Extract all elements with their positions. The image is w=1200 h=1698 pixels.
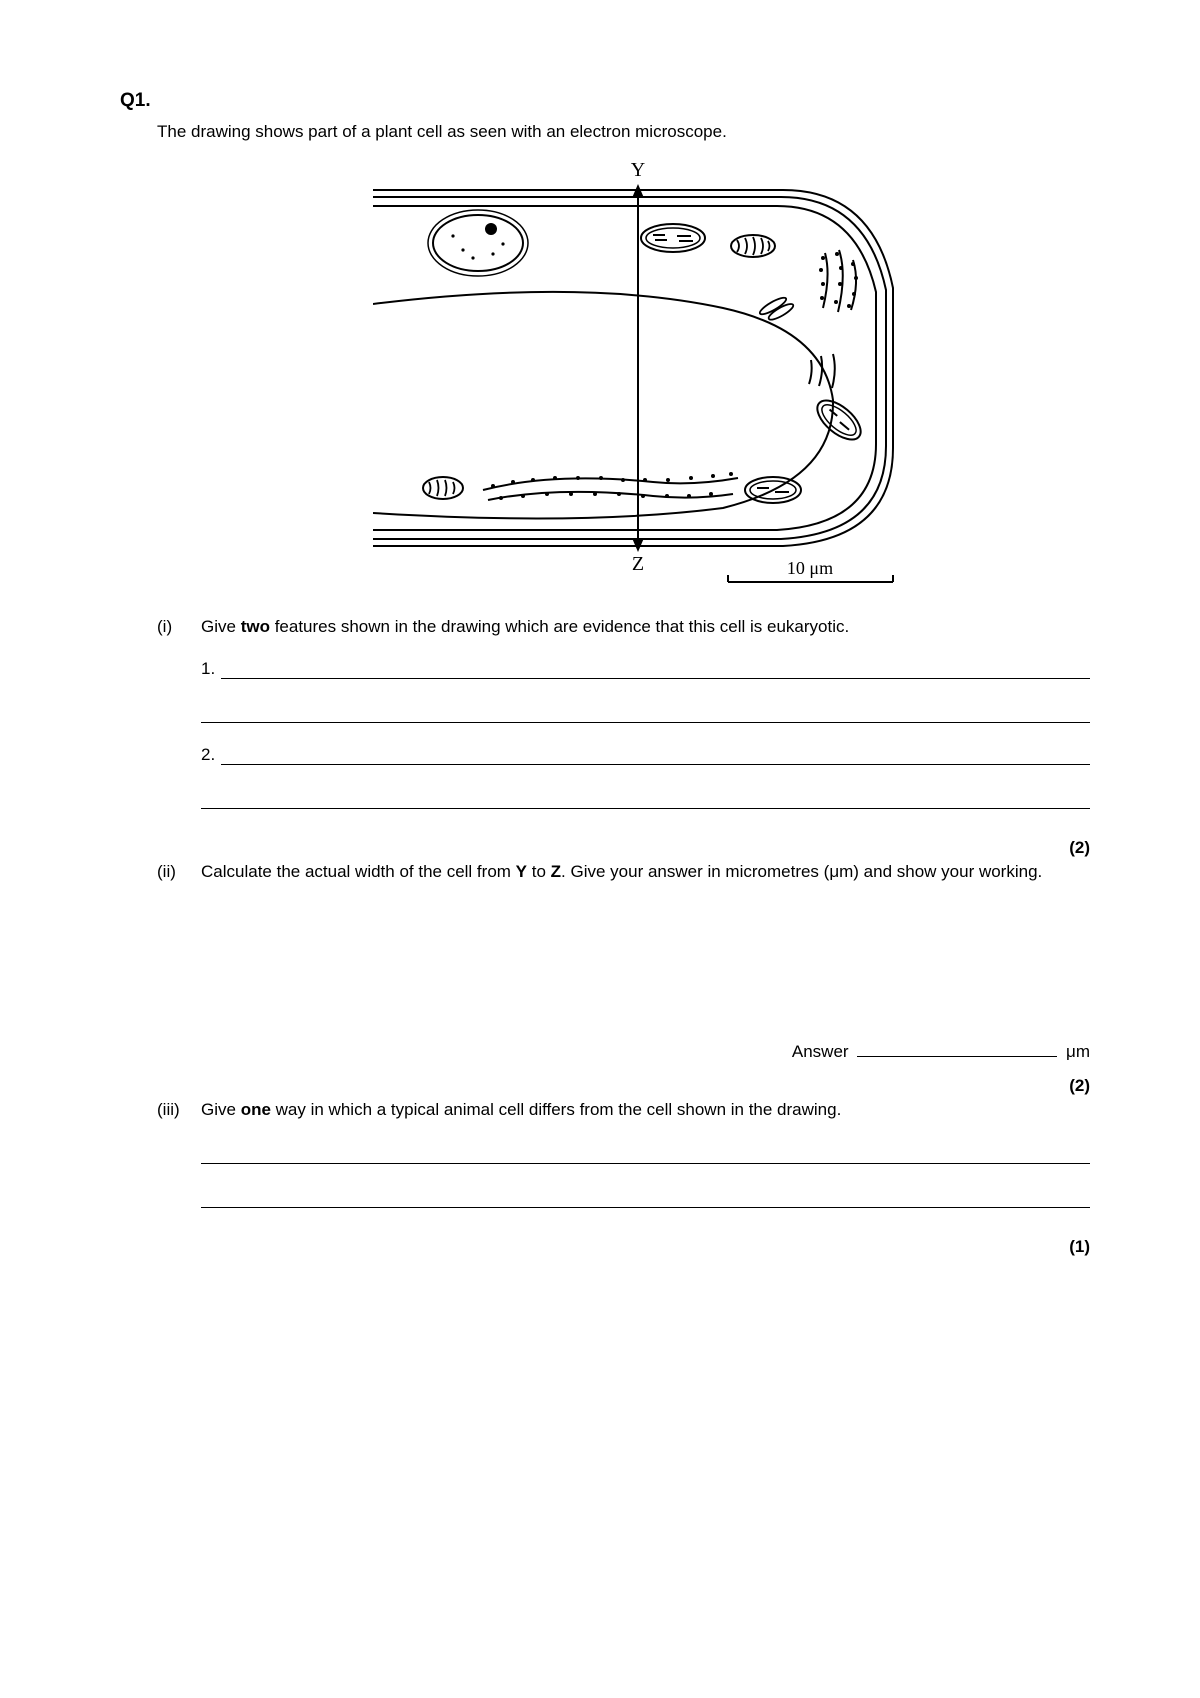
part-ii-marks: (2) [120, 1076, 1090, 1096]
answer-slot: Answer μm [201, 1040, 1090, 1062]
part-i-label: (i) [157, 617, 201, 824]
answer-line-1b[interactable] [201, 701, 1090, 723]
answer-line-3b[interactable] [201, 1186, 1090, 1208]
part-iii-bold: one [241, 1100, 271, 1119]
label-z: Z [631, 553, 643, 575]
answer-line-2b[interactable] [201, 787, 1090, 809]
scalebar-label: 10 μm [786, 558, 832, 578]
part-ii: (ii) Calculate the actual width of the c… [157, 862, 1090, 1062]
answer-line-2[interactable]: 2. [201, 745, 1090, 765]
part-ii-text-c: . Give your answer in micrometres (μm) a… [561, 862, 1042, 881]
part-iii-text-a: Give [201, 1100, 241, 1119]
part-ii-text-a: Calculate the actual width of the cell f… [201, 862, 516, 881]
part-i-text-a: Give [201, 617, 241, 636]
working-space[interactable] [201, 882, 1090, 1032]
intro-text: The drawing shows part of a plant cell a… [157, 122, 1090, 142]
part-iii-text-b: way in which a typical animal cell diffe… [271, 1100, 841, 1119]
answer-line-3a[interactable] [201, 1142, 1090, 1164]
part-ii-Z: Z [551, 862, 561, 881]
cell-figure: Y Z [195, 158, 1090, 593]
answer-label: Answer [792, 1042, 849, 1061]
part-i-marks: (2) [120, 838, 1090, 858]
part-ii-text-b: to [527, 862, 551, 881]
answer-blank[interactable] [857, 1040, 1057, 1057]
part-ii-Y: Y [516, 862, 527, 881]
page: Q1. The drawing shows part of a plant ce… [0, 0, 1200, 1321]
answer-unit: μm [1066, 1042, 1090, 1061]
line1-num: 1. [201, 659, 215, 679]
scalebar: 10 μm [728, 558, 893, 582]
part-iii-label: (iii) [157, 1100, 201, 1223]
part-iii-marks: (1) [120, 1237, 1090, 1257]
part-iii: (iii) Give one way in which a typical an… [157, 1100, 1090, 1223]
question-number: Q1. [120, 90, 1090, 112]
part-i-bold: two [241, 617, 270, 636]
answer-line-1[interactable]: 1. [201, 659, 1090, 679]
cell-diagram-svg: Y Z [373, 158, 913, 588]
line2-num: 2. [201, 745, 215, 765]
label-y: Y [630, 159, 644, 181]
part-i-text-b: features shown in the drawing which are … [270, 617, 849, 636]
part-ii-label: (ii) [157, 862, 201, 1062]
part-i: (i) Give two features shown in the drawi… [157, 617, 1090, 824]
